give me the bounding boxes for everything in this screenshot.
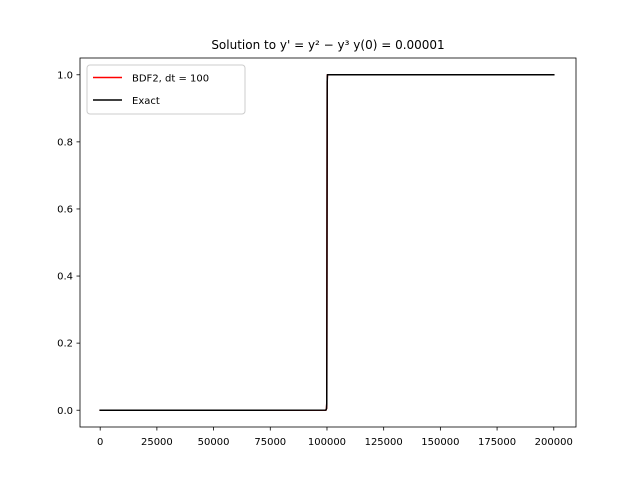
y-tick-label: 0.0 <box>57 406 73 417</box>
legend-label-bdf2: BDF2, dt = 100 <box>132 74 209 85</box>
x-tick-label: 100000 <box>308 437 346 448</box>
y-tick-label: 0.4 <box>57 272 73 283</box>
x-tick-label: 150000 <box>421 437 459 448</box>
x-tick-label: 0 <box>97 437 103 448</box>
y-tick-label: 0.6 <box>57 205 73 216</box>
x-tick-label: 125000 <box>365 437 403 448</box>
x-tick-label: 25000 <box>141 437 173 448</box>
chart-title: Solution to y' = y² − y³ y(0) = 0.00001 <box>211 38 444 52</box>
y-axis: 0.0 0.2 0.4 0.6 0.8 1.0 <box>57 70 80 417</box>
x-axis: 0 25000 50000 75000 100000 125000 150000 175000… <box>97 427 573 448</box>
x-tick-label: 175000 <box>478 437 516 448</box>
series-line-exact <box>99 74 555 411</box>
y-tick-label: 0.2 <box>57 339 73 350</box>
legend: BDF2, dt = 100 Exact <box>86 64 246 115</box>
legend-frame <box>86 64 246 115</box>
y-tick-label: 1.0 <box>57 70 73 81</box>
axes-frame <box>79 57 577 428</box>
y-tick-label: 0.8 <box>57 137 73 148</box>
x-tick-label: 75000 <box>254 437 286 448</box>
x-tick-label: 200000 <box>535 437 573 448</box>
legend-label-exact: Exact <box>132 96 160 107</box>
x-tick-label: 50000 <box>198 437 230 448</box>
plot-area <box>99 74 555 411</box>
